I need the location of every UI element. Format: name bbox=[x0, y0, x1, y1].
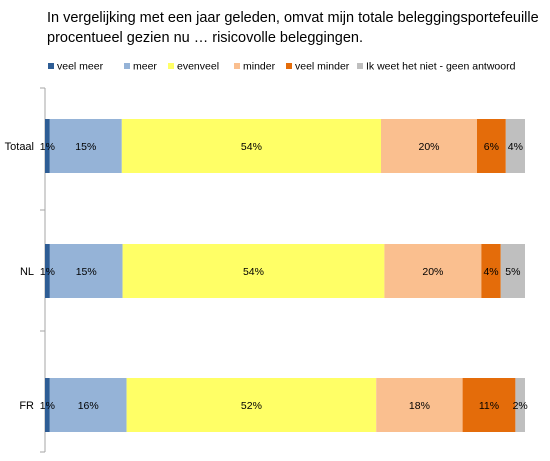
data-label-nl-minder: 20% bbox=[422, 266, 443, 278]
data-label-fr-minder: 18% bbox=[409, 400, 430, 412]
data-label-totaal-veel-meer: 1% bbox=[40, 141, 55, 153]
bar-segment-totaal-veel-minder bbox=[477, 119, 506, 173]
data-label-nl-ik-weet-het-niet-geen-antwoord: 5% bbox=[505, 266, 520, 278]
data-label-nl-veel-meer: 1% bbox=[40, 266, 55, 278]
data-label-fr-evenveel: 52% bbox=[241, 400, 262, 412]
bar-segment-totaal-evenveel bbox=[121, 119, 382, 173]
data-label-fr-meer: 16% bbox=[78, 400, 99, 412]
bar-segment-fr-veel-meer bbox=[45, 378, 50, 432]
data-label-totaal-meer: 15% bbox=[75, 141, 96, 153]
legend-swatch-meer bbox=[124, 63, 130, 69]
bar-segment-nl-minder bbox=[384, 244, 482, 298]
legend-label-meer: meer bbox=[133, 61, 157, 73]
bar-segment-totaal-veel-meer bbox=[45, 119, 50, 173]
data-label-fr-ik-weet-het-niet-geen-antwoord: 2% bbox=[513, 400, 528, 412]
legend-item-veel-meer: veel meer bbox=[48, 61, 104, 73]
bar-segment-nl-meer bbox=[49, 244, 123, 298]
legend-label-minder: minder bbox=[243, 61, 276, 73]
legend-label-veel-minder: veel minder bbox=[295, 61, 350, 73]
legend-label-evenveel: evenveel bbox=[177, 61, 219, 73]
data-label-totaal-minder: 20% bbox=[418, 141, 439, 153]
category-label-nl: NL bbox=[20, 266, 34, 278]
chart-title-line-1: In vergelijking met een jaar geleden, om… bbox=[47, 10, 539, 26]
legend-swatch-veel-meer bbox=[48, 63, 54, 69]
bar-segment-nl-veel-meer bbox=[45, 244, 50, 298]
legend-label-veel-meer: veel meer bbox=[57, 61, 104, 73]
data-label-nl-evenveel: 54% bbox=[243, 266, 264, 278]
chart-title-line-2: procentueel gezien nu … risicovolle bele… bbox=[47, 30, 363, 46]
bar-row-nl: NL 1% 15% 54% 20% 4% 5% bbox=[20, 244, 525, 298]
chart-legend: veel meer meer evenveel minder veel minder Ik… bbox=[48, 61, 516, 73]
data-label-fr-veel-meer: 1% bbox=[40, 400, 55, 412]
data-label-nl-veel-minder: 4% bbox=[483, 266, 498, 278]
chart-title: In vergelijking met een jaar geleden, om… bbox=[47, 8, 539, 48]
legend-swatch-ik-weet-het-niet-geen-antwoord bbox=[357, 63, 363, 69]
bar-segment-fr-minder bbox=[376, 378, 463, 432]
plot-area: Totaal 1% 15% 54% 20% 6% 4% NL 1% 15% 54% 20% 4% 5% FR… bbox=[5, 119, 528, 432]
legend-item-minder: minder bbox=[234, 61, 276, 73]
legend-item-veel-minder: veel minder bbox=[286, 61, 350, 73]
data-label-nl-meer: 15% bbox=[76, 266, 97, 278]
category-axis-ticks bbox=[40, 87, 45, 453]
legend-swatch-evenveel bbox=[168, 63, 174, 69]
data-label-totaal-evenveel: 54% bbox=[241, 141, 262, 153]
legend-label-ik-weet-het-niet-geen-antwoord: Ik weet het niet - geen antwoord bbox=[366, 61, 516, 73]
bar-segment-fr-meer bbox=[49, 378, 127, 432]
bar-segment-fr-evenveel bbox=[126, 378, 377, 432]
bar-segment-totaal-minder bbox=[381, 119, 477, 173]
bar-segment-nl-veel-minder bbox=[481, 244, 501, 298]
data-label-totaal-veel-minder: 6% bbox=[484, 141, 499, 153]
bar-segment-totaal-ik-weet-het-niet-geen-antwoord bbox=[505, 119, 525, 173]
bar-segment-fr-veel-minder bbox=[462, 378, 516, 432]
bar-segment-fr-ik-weet-het-niet-geen-antwoord bbox=[515, 378, 525, 432]
data-label-totaal-ik-weet-het-niet-geen-antwoord: 4% bbox=[508, 141, 523, 153]
bar-segment-nl-ik-weet-het-niet-geen-antwoord bbox=[500, 244, 525, 298]
legend-item-meer: meer bbox=[124, 61, 157, 73]
category-label-fr: FR bbox=[19, 400, 34, 412]
bar-row-fr: FR 1% 16% 52% 18% 11% 2% bbox=[19, 378, 528, 432]
bar-row-totaal: Totaal 1% 15% 54% 20% 6% 4% bbox=[5, 119, 525, 173]
data-label-fr-veel-minder: 11% bbox=[479, 400, 499, 412]
bar-segment-totaal-meer bbox=[49, 119, 122, 173]
legend-item-ik-weet-het-niet-geen-antwoord: Ik weet het niet - geen antwoord bbox=[357, 61, 516, 73]
category-label-totaal: Totaal bbox=[5, 141, 34, 153]
bar-segment-nl-evenveel bbox=[122, 244, 385, 298]
legend-swatch-minder bbox=[234, 63, 240, 69]
legend-item-evenveel: evenveel bbox=[168, 61, 219, 73]
legend-swatch-veel-minder bbox=[286, 63, 292, 69]
